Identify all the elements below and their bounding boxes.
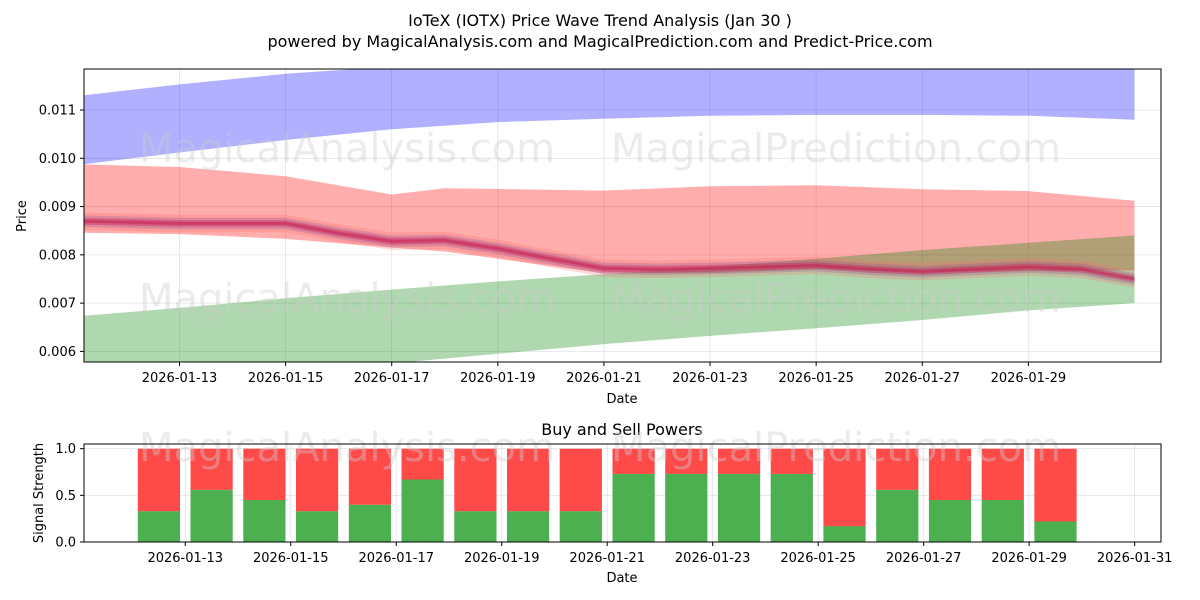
price-chart: MagicalAnalysis.com MagicalPrediction.co…	[15, 68, 1162, 407]
buy-bar-12	[770, 473, 813, 542]
price-x-tick-label-1: 2026-01-15	[248, 371, 324, 386]
price-y-tick-label-3: 0.009	[39, 200, 76, 215]
price-y-tick-label-5: 0.011	[39, 104, 76, 119]
power-plot-frame	[83, 443, 1162, 543]
power-y-tick-label-1: 0.5	[55, 489, 76, 504]
sell-bar-7	[507, 448, 550, 512]
buy-bar-14	[876, 489, 919, 542]
power-watermarks: MagicalAnalysis.com MagicalPrediction.co…	[139, 425, 1061, 471]
sell-bar-4	[348, 448, 391, 505]
lower-band-area	[84, 235, 1135, 362]
price-y-tick-label-1: 0.007	[39, 297, 76, 312]
sell-bar-15	[928, 448, 972, 500]
buy-bar-15	[928, 500, 972, 542]
power-y-tick-label-0: 0.0	[55, 536, 76, 551]
power-x-tick-label-8: 2026-01-29	[991, 551, 1067, 566]
watermark-analysis-2: MagicalAnalysis.com	[139, 276, 555, 322]
price-x-ticks: 2026-01-13 2026-01-15 2026-01-17 2026-01-19…	[142, 362, 1066, 386]
price-x-tick-label-4: 2026-01-21	[566, 371, 642, 386]
power-x-label: Date	[606, 571, 637, 586]
buy-bar-17	[1034, 521, 1077, 542]
buy-bar-0	[137, 511, 180, 542]
power-x-tick-label-1: 2026-01-15	[253, 551, 329, 566]
power-x-tick-label-2: 2026-01-17	[358, 551, 434, 566]
watermark-analysis-3: MagicalAnalysis.com	[139, 425, 555, 471]
watermark-analysis: MagicalAnalysis.com	[139, 126, 555, 172]
buy-bar-7	[507, 511, 550, 542]
sell-bar-16	[981, 448, 1024, 500]
price-x-tick-label-7: 2026-01-27	[884, 371, 960, 386]
power-chart-title: Buy and Sell Powers	[541, 420, 703, 439]
power-x-tick-label-6: 2026-01-25	[780, 551, 856, 566]
sell-bar-11	[718, 448, 761, 474]
buy-bar-16	[981, 500, 1024, 542]
power-y-ticks: 0.0 0.5 1.0	[55, 442, 84, 551]
power-bars	[137, 448, 1077, 542]
sell-bar-1	[190, 448, 233, 490]
power-y-tick-label-2: 1.0	[55, 442, 76, 457]
price-grid	[84, 69, 1161, 362]
power-x-tick-label-9: 2026-01-31	[1097, 551, 1173, 566]
buy-bar-10	[665, 473, 708, 542]
sell-bar-17	[1034, 448, 1077, 522]
buy-bar-2	[243, 500, 286, 542]
buy-bar-13	[823, 526, 866, 542]
buy-bar-3	[296, 511, 339, 542]
sell-bar-3	[296, 448, 339, 512]
chart-subtitle: powered by MagicalAnalysis.com and Magic…	[267, 32, 932, 51]
watermark-prediction-2: MagicalPrediction.com	[611, 276, 1061, 322]
power-y-label: Signal Strength	[32, 443, 47, 543]
upper-band-area	[84, 69, 1135, 165]
wave-trend-ribbon-3	[84, 219, 1135, 281]
price-y-ticks: 0.006 0.007 0.008 0.009 0.010 0.011	[39, 104, 84, 360]
buy-bar-1	[190, 489, 233, 542]
sell-bar-12	[770, 448, 813, 474]
power-x-tick-label-0: 2026-01-13	[147, 551, 223, 566]
power-x-tick-label-7: 2026-01-27	[886, 551, 962, 566]
sell-bar-2	[243, 448, 286, 500]
sell-bar-8	[559, 448, 602, 512]
buy-bar-9	[612, 473, 655, 542]
sell-bar-0	[137, 448, 180, 512]
price-y-label: Price	[15, 200, 30, 232]
price-x-tick-label-2: 2026-01-17	[354, 371, 430, 386]
wave-trend-ribbon-1	[84, 215, 1135, 285]
power-x-tick-label-5: 2026-01-23	[675, 551, 751, 566]
chart-title: IoTeX (IOTX) Price Wave Trend Analysis (…	[408, 11, 792, 30]
price-x-tick-label-5: 2026-01-23	[672, 371, 748, 386]
power-x-tick-label-3: 2026-01-19	[464, 551, 540, 566]
sell-bar-6	[454, 448, 497, 512]
power-x-tick-label-4: 2026-01-21	[569, 551, 645, 566]
price-x-label: Date	[606, 392, 637, 407]
price-plot-frame	[83, 68, 1162, 363]
buy-bar-5	[401, 479, 444, 542]
price-watermarks: MagicalAnalysis.com MagicalPrediction.co…	[139, 126, 1061, 322]
buy-bar-11	[718, 473, 761, 542]
price-y-tick-label-0: 0.006	[39, 345, 76, 360]
price-x-tick-label-6: 2026-01-25	[778, 371, 854, 386]
watermark-prediction: MagicalPrediction.com	[611, 126, 1061, 172]
sell-bar-5	[401, 448, 444, 480]
watermark-prediction-3: MagicalPrediction.com	[611, 425, 1061, 471]
sell-bar-10	[665, 448, 708, 474]
buy-bar-6	[454, 511, 497, 542]
price-bands	[84, 69, 1135, 362]
price-y-tick-label-2: 0.008	[39, 248, 76, 263]
sell-bar-9	[612, 448, 655, 474]
buy-bar-8	[559, 511, 602, 542]
power-chart: Buy and Sell Powers MagicalAnalysis.com …	[32, 420, 1172, 586]
buy-bar-4	[348, 504, 391, 542]
price-x-tick-label-8: 2026-01-29	[991, 371, 1067, 386]
sell-bar-14	[876, 448, 919, 490]
middle-band-area	[84, 164, 1135, 274]
price-x-tick-label-0: 2026-01-13	[142, 371, 218, 386]
power-x-ticks: 2026-01-13 2026-01-15 2026-01-17 2026-01-19…	[147, 542, 1172, 566]
sell-bar-13	[823, 448, 866, 527]
price-x-tick-label-3: 2026-01-19	[460, 371, 536, 386]
price-y-tick-label-4: 0.010	[39, 152, 76, 167]
